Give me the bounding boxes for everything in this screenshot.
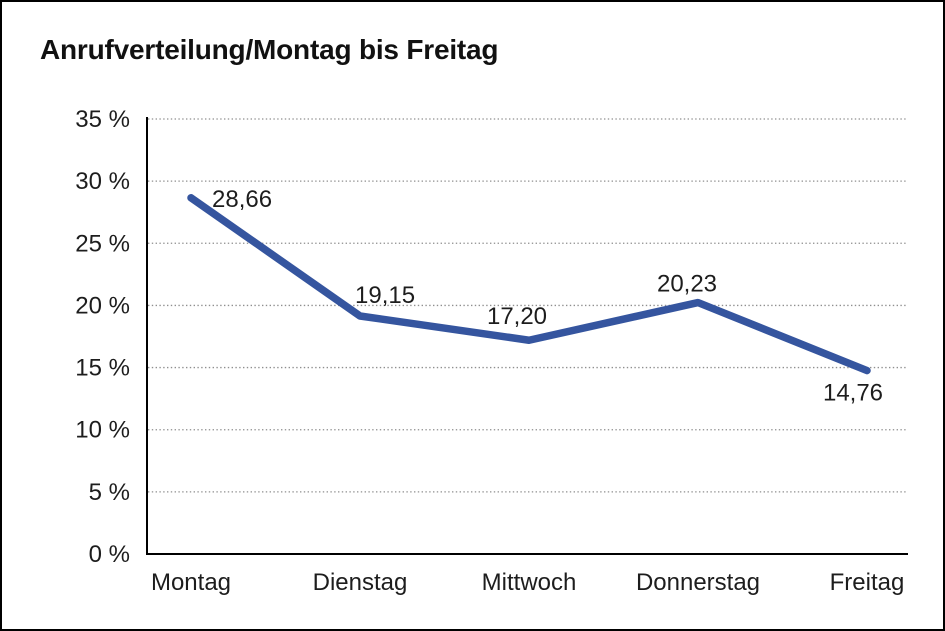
point-label: 14,76 (823, 380, 883, 407)
y-tick-label: 25 % (75, 230, 130, 257)
y-tick-label: 30 % (75, 168, 130, 195)
x-category-label: Dienstag (313, 569, 408, 596)
y-tick-label: 15 % (75, 355, 130, 382)
y-tick-label: 10 % (75, 417, 130, 444)
y-tick-label: 20 % (75, 292, 130, 319)
series-line (187, 194, 871, 375)
y-tick-label: 35 % (75, 106, 130, 133)
point-label: 28,66 (212, 186, 272, 213)
x-category-label: Donnerstag (636, 569, 760, 596)
point-label: 17,20 (487, 303, 547, 330)
y-tick-label: 0 % (89, 541, 130, 568)
y-tick-label: 5 % (89, 479, 130, 506)
x-category-label: Montag (151, 569, 231, 596)
x-category-label: Mittwoch (482, 569, 577, 596)
point-label: 20,23 (657, 271, 717, 298)
x-category-label: Freitag (830, 569, 905, 596)
chart-title: Anrufverteilung/Montag bis Freitag (40, 34, 499, 65)
point-label: 19,15 (355, 282, 415, 309)
